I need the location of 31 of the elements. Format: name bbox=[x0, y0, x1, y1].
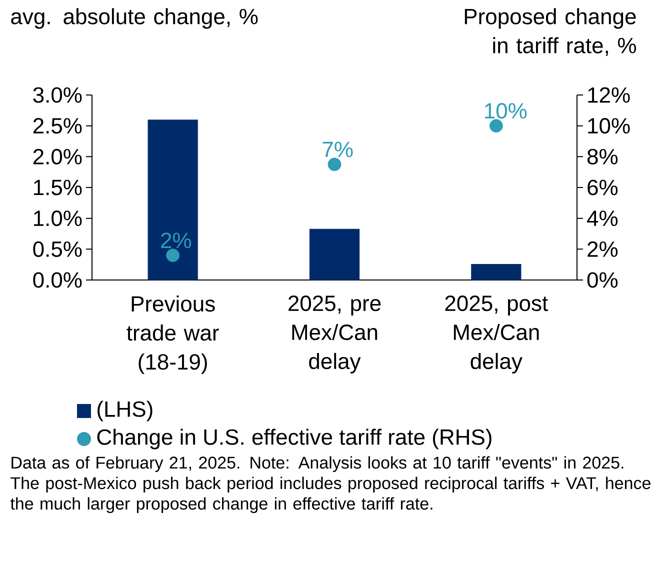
legend-label: Change in U.S. effective tariff rate (RHS) bbox=[97, 428, 492, 450]
y-tick-label: 2.5% bbox=[33, 118, 82, 134]
legend-label: (LHS) bbox=[98, 400, 152, 422]
data-label: 7% bbox=[322, 142, 353, 158]
point bbox=[489, 119, 503, 133]
x-tick-label: 2025, pre Mex/Can delay bbox=[288, 296, 381, 374]
point bbox=[166, 248, 180, 262]
y2-tick-label: 0% bbox=[587, 272, 618, 288]
bar bbox=[471, 264, 522, 280]
x-tick-label: 2025, post Mex/Can delay bbox=[445, 296, 548, 374]
y2-tick-label: 4% bbox=[587, 210, 618, 226]
y-tick-label: 3.0% bbox=[33, 87, 82, 103]
y-tick-label: 2.0% bbox=[33, 148, 82, 164]
text: Data as of February 21, 2025. Note: Analysis looks at 10 tariff "events" in 2025. The post-Mexico push back period includes proposed reciprocal tariffs + VAT, hence the much larger proposed change in effective tariff rate. bbox=[10, 456, 650, 514]
y2-tick-label: 12% bbox=[588, 87, 630, 103]
y-axis-title: avg. absolute change, % bbox=[11, 8, 258, 29]
y-tick-label: 1.0% bbox=[34, 210, 82, 226]
y2-tick-label: 10% bbox=[588, 118, 630, 134]
y-tick-label: 0.0% bbox=[33, 272, 82, 288]
bar bbox=[309, 228, 360, 280]
y2-tick-label: 8% bbox=[587, 148, 618, 164]
bar bbox=[148, 120, 198, 280]
y-tick-label: 1.5% bbox=[34, 180, 82, 196]
y2-tick-label: 6% bbox=[588, 180, 618, 196]
y2-tick-label: 2% bbox=[588, 241, 618, 257]
data-label: 2% bbox=[161, 232, 192, 248]
data-label: 10% bbox=[485, 103, 527, 119]
point bbox=[328, 158, 342, 172]
y-tick-label: 0.5% bbox=[33, 241, 82, 257]
y2-axis-title: Proposed change in tariff rate, % bbox=[464, 8, 636, 56]
x-tick-label: Previous trade war (18-19) bbox=[126, 296, 219, 374]
